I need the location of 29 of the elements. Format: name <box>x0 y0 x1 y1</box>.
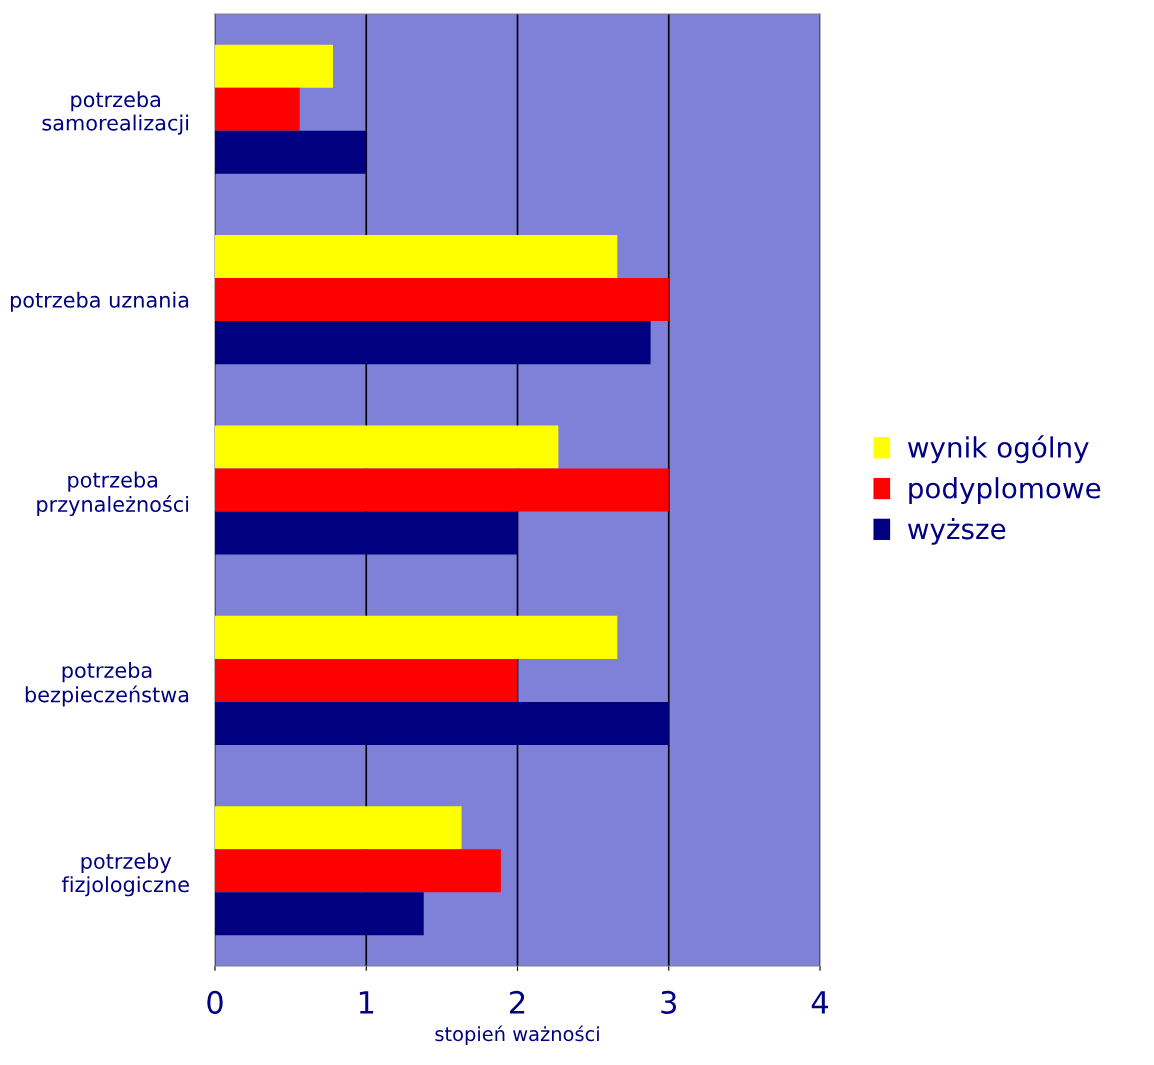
bar <box>215 44 333 88</box>
bar <box>215 130 367 174</box>
bar <box>215 849 501 893</box>
y-tick-label: potrzeba przynależności <box>37 471 189 517</box>
bar <box>215 892 424 936</box>
y-tick-label: potrzeba uznania <box>10 291 189 312</box>
x-tick-label: 2 <box>510 990 525 1014</box>
y-tick-label: potrzeba samorealizacji <box>42 91 189 135</box>
x-tick-label: 1 <box>359 991 374 1014</box>
bar <box>215 701 669 745</box>
x-tick-label: 4 <box>811 991 829 1014</box>
bar <box>215 806 462 850</box>
bar <box>215 425 559 469</box>
legend-label: podyplomowe <box>909 477 1101 504</box>
x-tick-label: 0 <box>207 990 223 1014</box>
legend-label: wynik ogólny <box>907 435 1089 464</box>
bar <box>215 87 300 131</box>
y-tick-label: potrzeby fizjologiczne <box>61 852 189 897</box>
bar <box>215 615 618 659</box>
x-axis-title: stopień ważności <box>435 1025 599 1046</box>
x-tick-label: 3 <box>661 990 677 1014</box>
y-tick-label: potrzeba bezpieczeństwa <box>25 661 189 707</box>
bar <box>215 468 669 512</box>
bar <box>215 658 518 702</box>
bar <box>215 235 618 279</box>
bar <box>215 321 651 365</box>
legend-label: wyższe <box>907 517 1006 545</box>
bar <box>215 511 518 555</box>
bar <box>215 278 669 322</box>
